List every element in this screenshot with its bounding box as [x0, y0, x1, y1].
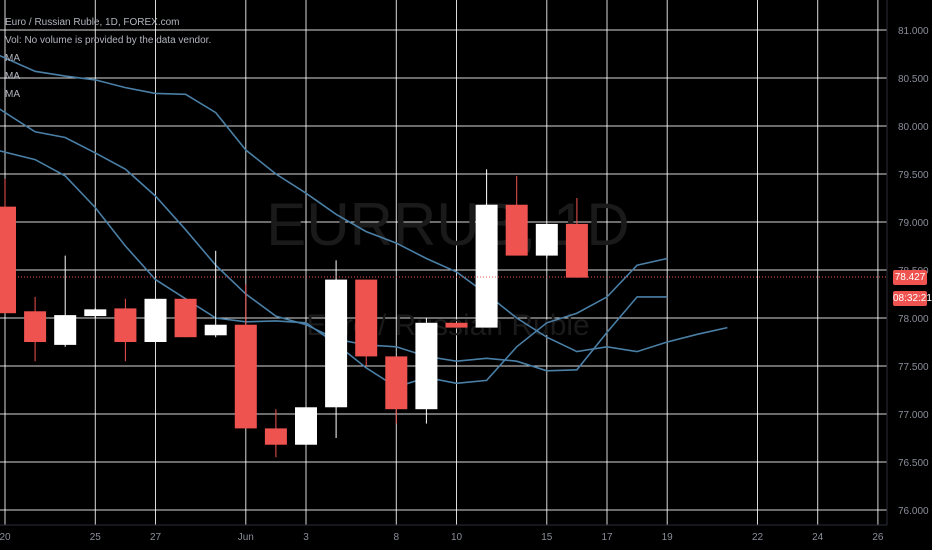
price-tick-label: 79.500 [898, 170, 929, 181]
candle [535, 223, 558, 259]
candle-body [385, 356, 408, 410]
time-tick-label: 26 [872, 532, 884, 543]
candle-body [565, 223, 588, 278]
time-tick-label: 15 [541, 532, 553, 543]
candle-body [264, 428, 287, 445]
candle [0, 178, 16, 314]
candle-body [234, 324, 257, 429]
candle-body [535, 223, 558, 256]
candle-body [144, 298, 167, 342]
time-tick-label: 24 [812, 532, 824, 543]
candle [234, 284, 257, 429]
candle-body [445, 322, 468, 328]
candle [505, 175, 528, 256]
candle [355, 279, 378, 366]
candle [84, 308, 107, 318]
symbol-title[interactable]: Euro / Russian Ruble, 1D, FOREX.com [5, 17, 180, 28]
candle [264, 409, 287, 458]
time-tick-label: 25 [90, 532, 102, 543]
candle-body [114, 308, 137, 342]
price-tick-label: 79.000 [898, 218, 929, 229]
time-tick-label: 20 [0, 532, 11, 543]
time-tick-label: 10 [451, 532, 463, 543]
candlesticks [0, 169, 588, 458]
candle-body [355, 279, 378, 357]
candle-body [204, 324, 227, 336]
current-price-tag: 78.427 [893, 269, 927, 285]
bar-countdown-tag: 08:32:21 [893, 291, 932, 306]
candle-body [24, 311, 47, 342]
candle [445, 322, 468, 328]
candle-body [505, 204, 528, 256]
candle [475, 169, 498, 328]
candle-body [174, 298, 197, 338]
time-tick-label: Jun [238, 532, 254, 543]
candle-body [295, 407, 317, 445]
time-tick-label: 19 [662, 532, 674, 543]
volume-note: Vol: No volume is provided by the data v… [5, 35, 212, 46]
candle [385, 356, 408, 424]
candle-body [415, 322, 438, 410]
candle [204, 250, 227, 338]
time-tick-label: 8 [394, 532, 400, 543]
candle [325, 260, 348, 438]
time-tick-label: 3 [303, 532, 309, 543]
price-tick-label: 76.500 [898, 458, 929, 469]
ma-label-1[interactable]: MA [5, 53, 20, 64]
candle [295, 407, 317, 445]
price-tick-label: 77.000 [898, 410, 929, 421]
price-tick-label: 80.500 [898, 74, 929, 85]
candle [54, 255, 77, 347]
ma-line-1 [0, 54, 728, 353]
price-tick-label: 78.000 [898, 314, 929, 325]
price-tick-label: 76.000 [898, 506, 929, 517]
price-tick-label: 77.500 [898, 362, 929, 373]
price-tick-label: 81.000 [898, 26, 929, 37]
ma-label-3[interactable]: MA [5, 89, 20, 100]
time-tick-label: 27 [150, 532, 162, 543]
candle [24, 296, 47, 362]
time-axis[interactable]: 20 25 27 Jun 3 8 10 15 17 19 22 24 26 [0, 532, 884, 543]
price-tick-label: 80.000 [898, 122, 929, 133]
candle [415, 318, 438, 424]
candle [174, 298, 197, 338]
candle-body [475, 204, 498, 328]
candle [565, 198, 588, 278]
chart-legend: Euro / Russian Ruble, 1D, FOREX.com Vol:… [5, 14, 211, 104]
time-tick-label: 17 [601, 532, 613, 543]
candle-body [84, 309, 107, 317]
candle-body [54, 315, 77, 345]
candle-body [325, 279, 348, 408]
candle-body [0, 206, 16, 314]
candle [144, 298, 167, 342]
candle [114, 298, 137, 362]
ma-label-2[interactable]: MA [5, 71, 20, 82]
time-tick-label: 22 [752, 532, 764, 543]
